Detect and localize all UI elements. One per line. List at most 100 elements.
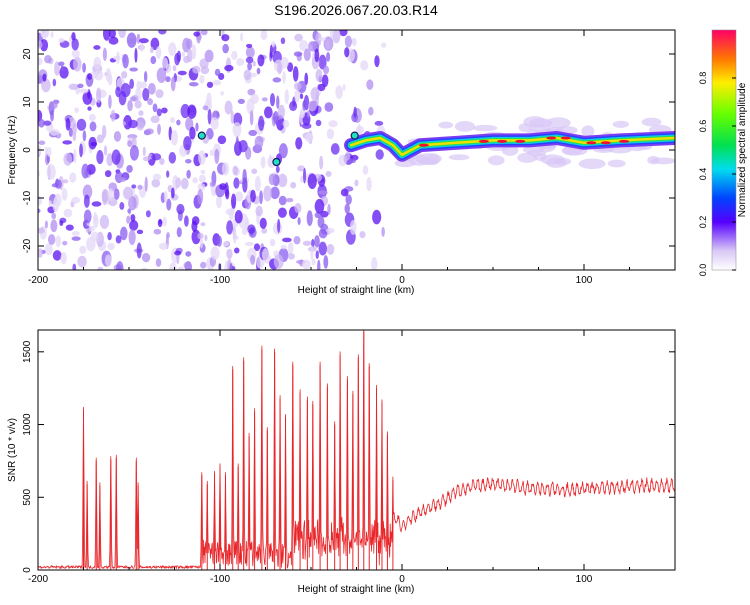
- heatmap-cell: [217, 135, 227, 145]
- heatmap-cell: [50, 31, 54, 38]
- heatmap-cell: [93, 45, 101, 50]
- heatmap-cell: [472, 124, 498, 132]
- heatmap-cell: [93, 211, 98, 223]
- heatmap-cell: [127, 100, 133, 112]
- heatmap-cell: [246, 43, 253, 48]
- heatmap-cell: [138, 110, 144, 116]
- heatmap-cell: [172, 174, 179, 191]
- colorbar-tick-label: 0.8: [698, 72, 708, 85]
- heatmap-cell: [200, 222, 206, 227]
- heatmap-cell: [314, 198, 325, 214]
- heatmap-cell: [249, 110, 254, 126]
- heatmap-cell: [259, 190, 263, 205]
- heatmap-cell: [117, 177, 127, 182]
- heatmap-cell: [104, 254, 112, 267]
- heatmap-cell: [228, 208, 234, 221]
- heatmap-cell: [47, 234, 56, 245]
- peak-marker: [272, 157, 281, 167]
- hotspot: [515, 139, 526, 143]
- heatmap-cell: [121, 70, 128, 79]
- heatmap-cell: [176, 226, 182, 238]
- heatmap-cell: [306, 210, 313, 227]
- heatmap-cell: [318, 241, 327, 256]
- heatmap-cell: [188, 81, 199, 87]
- heatmap-cell: [38, 248, 43, 258]
- heatmap-cell: [128, 229, 136, 245]
- heatmap-cell: [293, 82, 302, 91]
- heatmap-cell: [212, 79, 222, 86]
- x-tick-label: 0: [399, 275, 405, 286]
- heatmap-cell: [315, 250, 319, 259]
- heatmap-cell: [72, 263, 77, 270]
- heatmap-cell: [108, 36, 119, 45]
- heatmap-cell: [136, 121, 145, 131]
- heatmap-cell: [185, 251, 192, 257]
- heatmap-cell: [287, 62, 294, 73]
- heatmap-cell: [178, 266, 184, 270]
- heatmap-cell: [250, 189, 256, 203]
- heatmap-cell: [185, 158, 192, 164]
- heatmap-cell: [245, 46, 255, 59]
- heatmap-cell: [157, 218, 163, 228]
- heatmap-cell: [152, 173, 162, 181]
- heatmap-cell: [226, 220, 234, 235]
- heatmap-cell: [38, 118, 45, 128]
- heatmap-cell: [176, 203, 185, 215]
- heatmap-cell: [183, 136, 192, 151]
- heatmap-cell: [344, 47, 350, 58]
- heatmap-cell: [326, 243, 335, 255]
- heatmap-cell: [254, 135, 264, 149]
- heatmap-cell: [169, 262, 177, 270]
- heatmap-cell: [261, 248, 270, 262]
- heatmap-cell: [200, 169, 206, 175]
- heatmap-cell: [273, 110, 279, 125]
- heatmap-cell: [257, 54, 265, 67]
- heatmap-cell: [368, 106, 374, 116]
- y-tick-label: 0: [22, 147, 33, 153]
- heatmap-cell: [58, 37, 65, 43]
- heatmap-cell: [52, 78, 57, 87]
- peak-marker: [197, 131, 206, 140]
- heatmap-cell: [517, 152, 538, 163]
- heatmap-cell: [151, 153, 162, 161]
- heatmap-cell: [308, 100, 317, 112]
- heatmap-cell: [144, 176, 148, 192]
- heatmap-cell: [79, 88, 89, 94]
- heatmap-cell: [177, 70, 187, 76]
- heatmap-cell: [136, 229, 144, 235]
- heatmap-cell: [540, 154, 565, 165]
- heatmap-cell: [277, 61, 283, 75]
- heatmap-cell: [250, 254, 256, 265]
- heatmap-cell: [199, 237, 204, 249]
- y-tick-label: -20: [22, 238, 33, 253]
- colorbar-tick-label: 0.4: [698, 168, 708, 181]
- heatmap-cell: [315, 119, 322, 127]
- colorbar-ticks: 0.0 0.2 0.4 0.6 0.8: [698, 72, 736, 276]
- heatmap-cell: [161, 57, 169, 69]
- heatmap-cell: [299, 93, 304, 100]
- heatmap-cell: [200, 30, 208, 36]
- heatmap-cell: [71, 231, 80, 236]
- heatmap-cell: [158, 30, 167, 35]
- heatmap-cell: [52, 250, 62, 261]
- heatmap-cell: [183, 55, 190, 64]
- colorbar-label: Normalized spectral amplitude: [737, 82, 748, 217]
- heatmap-cell: [60, 252, 67, 265]
- heatmap-cell: [322, 65, 330, 75]
- heatmap-cell: [226, 248, 233, 260]
- heatmap-cell: [183, 261, 192, 269]
- heatmap-cell: [88, 225, 95, 232]
- heatmap-cell: [269, 238, 276, 247]
- heatmap-cell: [247, 88, 256, 96]
- heatmap-cell: [155, 258, 162, 267]
- heatmap-cell: [301, 122, 312, 130]
- heatmap-cell: [38, 57, 43, 66]
- heatmap-cell: [299, 108, 306, 119]
- heatmap-cell: [90, 141, 98, 147]
- heatmap-cell: [287, 253, 295, 260]
- heatmap-cell: [122, 53, 129, 69]
- heatmap-cell: [55, 235, 62, 248]
- heatmap-cell: [71, 196, 81, 204]
- heatmap-cell: [375, 149, 384, 160]
